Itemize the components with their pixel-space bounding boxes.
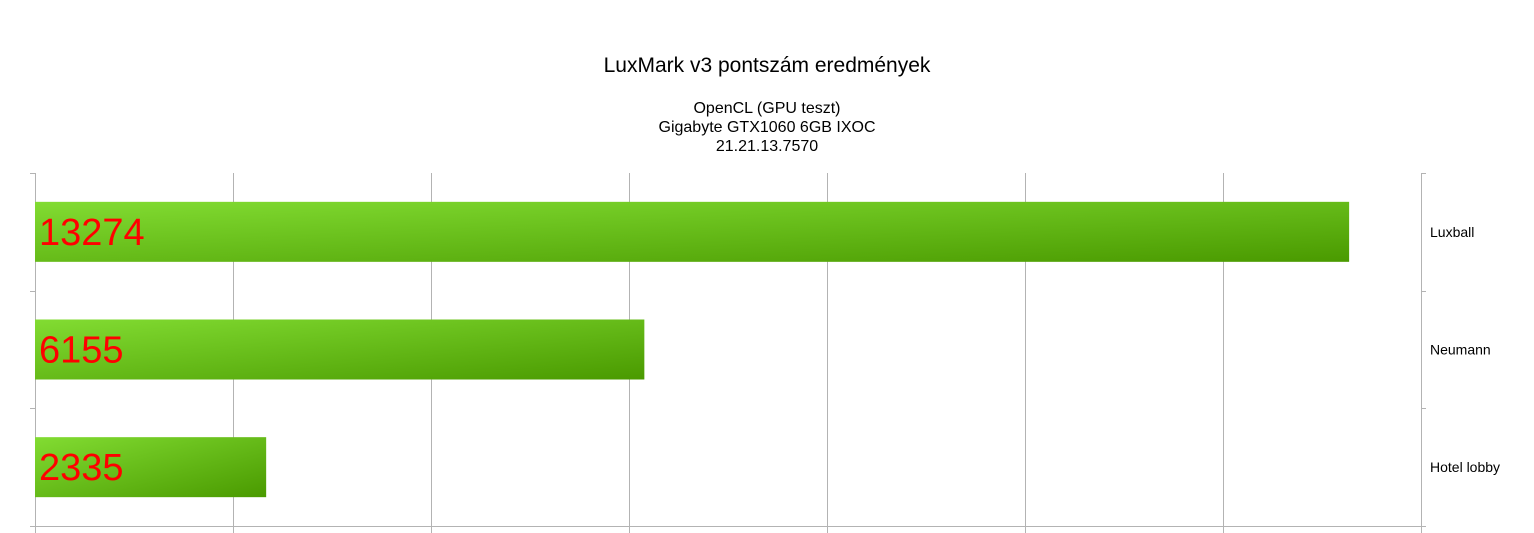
category-label: Hotel lobby: [1430, 459, 1500, 475]
subtitle-line-2: Gigabyte GTX1060 6GB IXOC: [658, 119, 876, 136]
subtitle-line-1: OpenCL (GPU teszt): [693, 100, 841, 117]
bar-hotel-lobby: [35, 437, 267, 498]
category-label: Luxball: [1430, 224, 1474, 240]
label-layer: 13274 Luxball 6155 Neumann 2335 Hotel lobby: [39, 212, 1500, 489]
subtitle-line-3: 21.21.13.7570: [715, 138, 819, 155]
bar-luxball: [35, 201, 1350, 262]
category-label: Neumann: [1430, 342, 1491, 358]
chart-subtitle: OpenCL (GPU teszt) Gigabyte GTX1060 6GB …: [0, 99, 1534, 156]
bar-neumann: [35, 319, 645, 380]
data-label: 13274: [39, 212, 145, 254]
chart-title: LuxMark v3 pontszám eredmények: [603, 54, 931, 77]
data-label: 2335: [39, 447, 124, 489]
bar-layer: [35, 201, 1350, 498]
data-label: 6155: [39, 330, 124, 372]
